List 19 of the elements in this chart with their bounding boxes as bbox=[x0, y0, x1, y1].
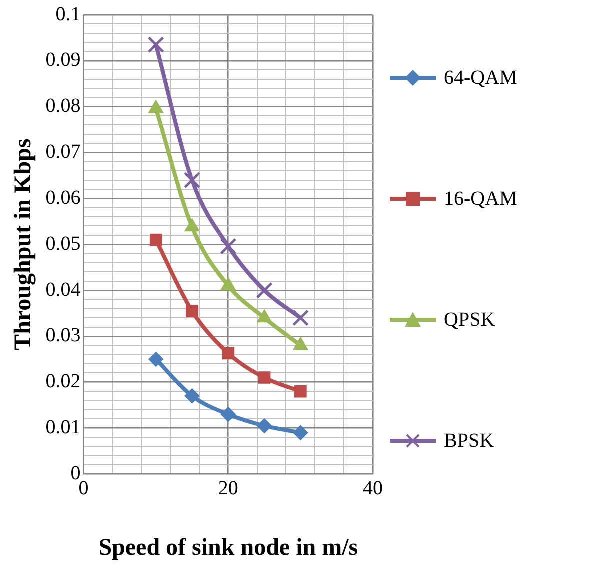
y-tick-label: 0 bbox=[70, 462, 81, 484]
x-tick-label: 20 bbox=[218, 477, 238, 500]
y-tick-label: 0.06 bbox=[46, 186, 81, 209]
y-tick-label: 0.05 bbox=[46, 232, 81, 255]
y-tick-label: 0.04 bbox=[46, 278, 81, 301]
legend-label: 64-QAM bbox=[444, 66, 518, 90]
x-axis-title: Speed of sink node in m/s bbox=[98, 534, 358, 561]
y-tick-label: 0.08 bbox=[46, 95, 81, 118]
y-tick-label: 0.09 bbox=[46, 49, 81, 72]
x-tick-label: 40 bbox=[363, 477, 383, 500]
legend-label: 16-QAM bbox=[444, 188, 518, 210]
y-tick-label: 0.03 bbox=[46, 324, 81, 347]
y-tick-label: 0.01 bbox=[46, 416, 81, 439]
y-axis-title: Throughput in Kbps bbox=[10, 138, 37, 350]
y-tick-label: 0.07 bbox=[46, 141, 81, 164]
legend-label: BPSK bbox=[444, 430, 494, 452]
legend-label: QPSK bbox=[444, 308, 496, 332]
y-tick-label: 0.1 bbox=[56, 3, 81, 26]
y-tick-label: 0.02 bbox=[46, 370, 81, 393]
